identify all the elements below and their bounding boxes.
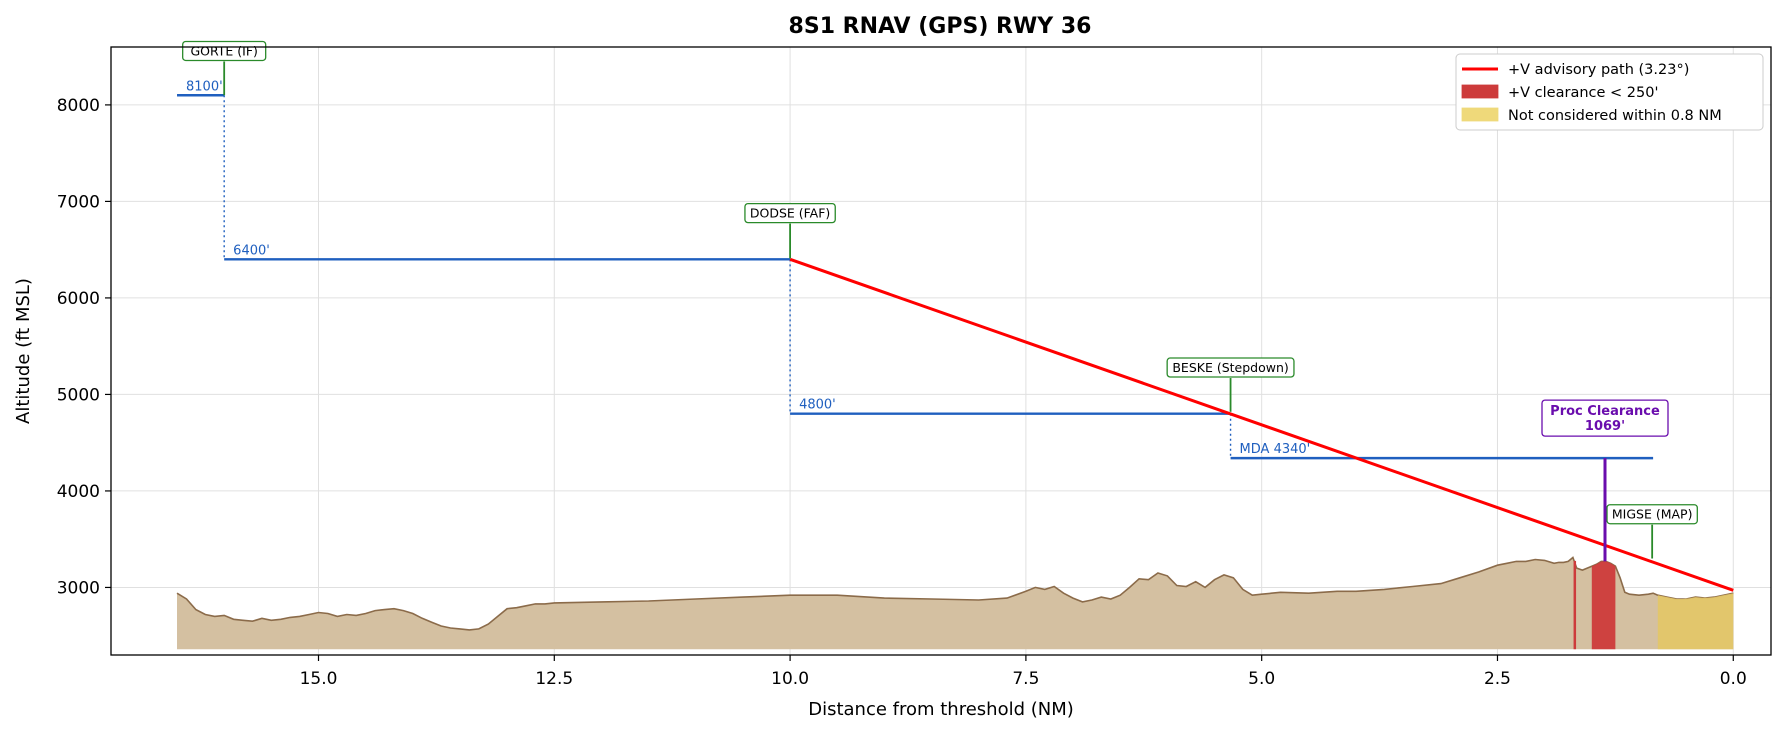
altitude-segment-label: 4800' — [799, 398, 836, 413]
x-tick-label: 2.5 — [1484, 669, 1511, 689]
fix-label-box — [182, 40, 267, 62]
fix-label-box — [1606, 504, 1698, 525]
chart-title: 8S1 RNAV (GPS) RWY 36 — [789, 14, 1092, 39]
clearance-warning-band — [1591, 561, 1616, 650]
terrain-outline — [176, 556, 1734, 631]
advisory-path — [789, 257, 1734, 592]
y-tick-label: 6000 — [57, 289, 100, 309]
y-tick-label: 3000 — [57, 578, 100, 598]
y-axis-title: Altitude (ft MSL) — [13, 278, 34, 424]
x-tick-label: 7.5 — [1012, 669, 1039, 689]
y-tick-label: 4000 — [57, 482, 100, 502]
proc-clearance-box — [1541, 399, 1669, 437]
legend-box — [1455, 53, 1764, 131]
y-tick-label: 7000 — [57, 192, 100, 212]
altitude-segment-label: 6400' — [233, 243, 270, 258]
fix-label: GORTE (IF) — [190, 43, 257, 58]
x-axis-title: Distance from threshold (NM) — [808, 699, 1074, 720]
x-tick-label: 15.0 — [300, 669, 338, 689]
x-tick-label: 10.0 — [771, 669, 809, 689]
altitude-segment-label: MDA 4340' — [1240, 442, 1311, 457]
plot-frame — [110, 46, 1772, 656]
terrain-fill — [177, 557, 1734, 650]
fix-label-box — [1166, 357, 1295, 378]
axes: 15.0 12.5 10.0 7.5 5.0 2.5 0.0 3000 4000 5000 6000… — [57, 96, 1747, 689]
y-tick-label: 5000 — [57, 385, 100, 405]
grid — [111, 47, 1771, 655]
fix-markers: GORTE (IF) DODSE (FAF) BESKE (Stepdown) MIG… — [182, 40, 1698, 559]
not-considered-band — [1657, 593, 1734, 650]
fix-label-box — [744, 202, 836, 224]
x-tick-label: 5.0 — [1248, 669, 1275, 689]
clearance-bands — [1573, 560, 1734, 650]
fix-label: MIGSE (MAP) — [1612, 507, 1693, 522]
proc-clearance-label: Proc Clearance — [1550, 404, 1660, 419]
advisory-path-line — [789, 257, 1734, 592]
legend-swatch-patch — [1461, 84, 1499, 99]
legend-swatch-patch — [1461, 107, 1499, 122]
y-tick-label: 8000 — [57, 96, 100, 116]
x-tick-label: 12.5 — [535, 669, 573, 689]
fix-label: BESKE (Stepdown) — [1172, 360, 1288, 375]
legend-label: Not considered within 0.8 NM — [1508, 108, 1722, 124]
fix-label: DODSE (FAF) — [750, 206, 830, 221]
legend-label: +V advisory path (3.23°) — [1508, 62, 1689, 78]
x-tick-label: 0.0 — [1720, 669, 1747, 689]
proc-clearance-label: 1069' — [1585, 419, 1625, 434]
legend-label: +V clearance < 250' — [1508, 85, 1658, 101]
terrain-profile — [176, 556, 1734, 650]
legend: +V advisory path (3.23°) +V clearance < 2… — [1455, 53, 1764, 131]
altitude-segments: 8100' 6400' 4800' MDA 4340' — [177, 79, 1654, 460]
altitude-segment-label: 8100' — [186, 79, 223, 94]
